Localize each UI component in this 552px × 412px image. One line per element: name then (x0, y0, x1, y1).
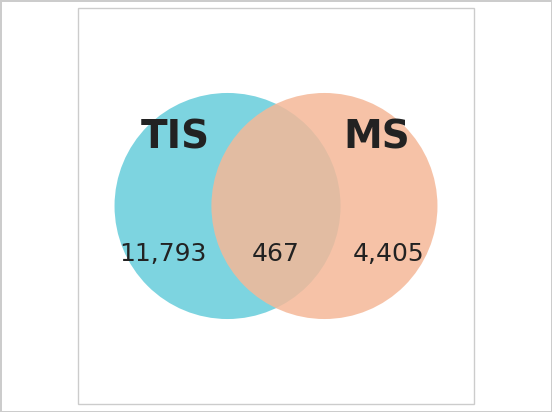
Text: 11,793: 11,793 (119, 242, 206, 267)
Text: 467: 467 (252, 242, 300, 267)
Text: MS: MS (343, 118, 410, 157)
Text: TIS: TIS (141, 118, 210, 157)
Text: 4,405: 4,405 (353, 242, 425, 267)
Circle shape (114, 93, 341, 319)
Circle shape (211, 93, 438, 319)
